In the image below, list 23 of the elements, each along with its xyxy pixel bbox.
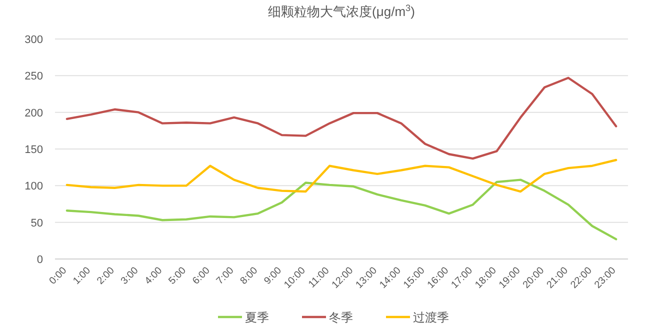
x-tick-label: 7:00: [214, 265, 236, 287]
y-tick-label: 0: [36, 254, 43, 266]
x-tick-label: 4:00: [143, 265, 165, 287]
line-series: [66, 158, 618, 193]
y-tick-label: 50: [30, 217, 43, 230]
y-tick-label: 200: [24, 107, 43, 120]
x-tick-label: 9:00: [262, 265, 284, 287]
y-tick-label: 150: [24, 144, 43, 156]
x-tick-label: 3:00: [119, 265, 141, 287]
line-series: [66, 76, 618, 160]
x-tick-label: 1:00: [71, 265, 94, 287]
x-tick-label: 8:00: [238, 265, 260, 287]
chart-title: 细颗粒物大气浓度(μg/m$^{3}$): [268, 3, 415, 19]
x-tick-label: 6:00: [190, 265, 213, 287]
y-tick-label: 250: [24, 70, 43, 83]
legend-label: 过渡季: [413, 310, 449, 324]
legend-label: 冬季: [329, 310, 353, 324]
y-tick-label: 300: [24, 34, 43, 46]
legend-label: 夏季: [245, 310, 269, 324]
line-series: [66, 178, 618, 240]
x-tick-label: 0:00: [48, 265, 70, 287]
x-tick-label: 5:00: [166, 265, 189, 287]
y-tick-label: 100: [24, 180, 43, 193]
